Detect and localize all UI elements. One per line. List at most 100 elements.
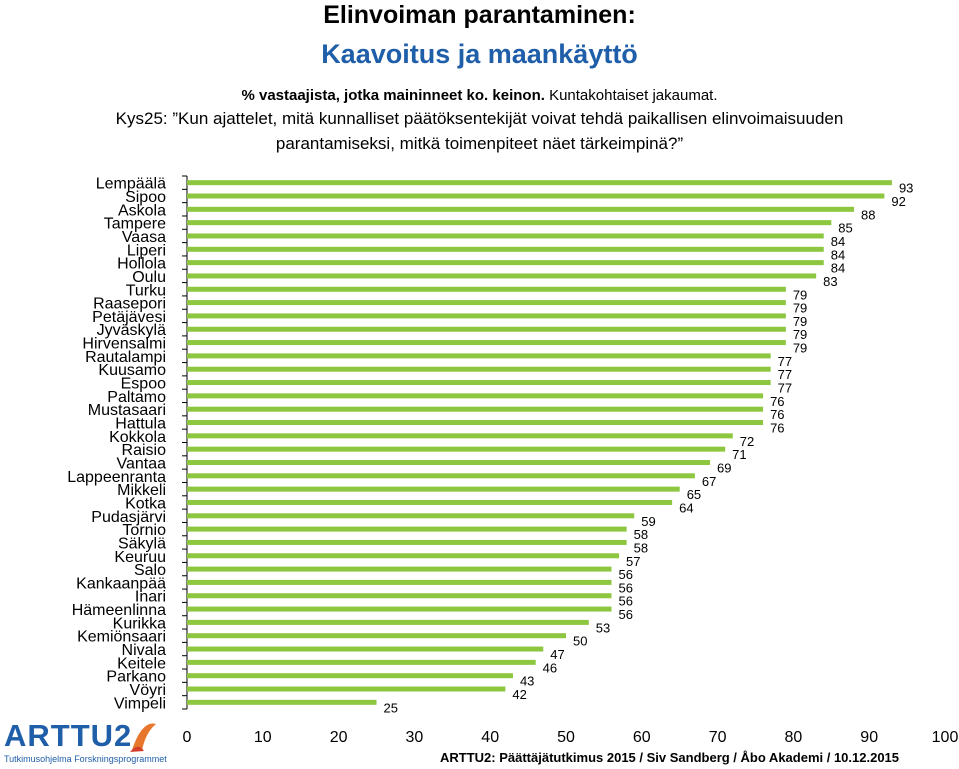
- x-tick-label: 50: [557, 729, 575, 746]
- value-label: 79: [793, 287, 807, 302]
- bar: [187, 233, 824, 239]
- category-label: Säkylä: [118, 535, 166, 552]
- category-label: Pudasjärvi: [91, 509, 166, 526]
- bar: [187, 593, 612, 599]
- bar: [187, 673, 513, 679]
- category-label: Hämeenlinna: [72, 602, 166, 619]
- value-label: 64: [679, 500, 693, 515]
- bar: [187, 420, 764, 426]
- bar: [187, 606, 612, 612]
- value-label: 88: [861, 207, 875, 222]
- x-tick-label: 10: [254, 729, 272, 746]
- value-label: 57: [626, 554, 640, 569]
- value-label: 79: [793, 327, 807, 342]
- bar: [187, 206, 855, 212]
- category-label: Oulu: [132, 269, 166, 286]
- category-label: Nivala: [122, 642, 167, 659]
- category-label: Vaasa: [122, 229, 166, 246]
- x-tick-label: 0: [183, 729, 192, 746]
- x-tick-label: 100: [932, 729, 959, 746]
- category-label: Turku: [126, 282, 166, 299]
- value-label: 47: [550, 647, 564, 662]
- value-label: 76: [770, 421, 784, 436]
- measure-note: % vastaajista, jotka maininneet ko. kein…: [0, 86, 959, 106]
- category-label: Mustasaari: [88, 402, 166, 419]
- question-line-2: parantamiseksi, mitkä toimenpiteet näet …: [275, 134, 684, 153]
- value-label: 67: [702, 474, 716, 489]
- value-label: 53: [596, 620, 610, 635]
- value-label: 83: [823, 274, 837, 289]
- value-label: 72: [740, 434, 754, 449]
- page-title: Elinvoiman parantaminen:: [323, 1, 636, 29]
- bar: [187, 246, 824, 252]
- bar: [187, 659, 536, 665]
- category-label: Sipoo: [125, 189, 166, 206]
- category-label: Raasepori: [93, 296, 166, 313]
- bar: [187, 260, 824, 266]
- value-label: 42: [512, 687, 526, 702]
- measure-note-regular: Kuntakohtaiset jakaumat.: [544, 87, 718, 104]
- category-label: Vimpeli: [114, 695, 166, 712]
- bar: [187, 193, 885, 199]
- value-label: 56: [618, 580, 632, 595]
- value-label: 56: [618, 567, 632, 582]
- value-label: 76: [770, 407, 784, 422]
- x-tick-label: 40: [481, 729, 499, 746]
- category-label: Kankaanpää: [76, 575, 166, 592]
- value-label: 84: [831, 234, 845, 249]
- category-label: Salo: [134, 562, 166, 579]
- bar: [187, 473, 695, 479]
- value-label: 56: [618, 594, 632, 609]
- bar: [187, 646, 544, 652]
- bar: [187, 459, 711, 465]
- logo-tagline: Tutkimusohjelma Forskningsprogrammet: [4, 754, 167, 764]
- category-label: Parkano: [106, 669, 166, 686]
- x-tick-label: 20: [330, 729, 348, 746]
- x-tick-label: 30: [406, 729, 424, 746]
- page-subtitle: Kaavoitus ja maankäyttö: [321, 39, 638, 69]
- value-label: 77: [778, 381, 792, 396]
- value-label: 77: [778, 354, 792, 369]
- bar: [187, 619, 589, 625]
- footer-credit: ARTTU2: Päättäjätutkimus 2015 / Siv Sand…: [440, 750, 900, 765]
- category-label: Lempäälä: [96, 176, 166, 193]
- bar: [187, 313, 786, 319]
- category-label: Keuruu: [114, 549, 166, 566]
- bar: [187, 406, 764, 412]
- value-label: 58: [634, 527, 648, 542]
- value-label: 79: [793, 314, 807, 329]
- bar: [187, 686, 506, 692]
- category-label: Paltamo: [107, 389, 166, 406]
- value-label: 84: [831, 261, 845, 276]
- bar: [187, 353, 771, 359]
- x-tick-label: 70: [709, 729, 727, 746]
- category-label: Hirvensalmi: [82, 336, 166, 353]
- category-label: Jyväskylä: [97, 322, 166, 339]
- bar: [187, 273, 817, 279]
- bar: [187, 499, 673, 505]
- category-label: Liperi: [127, 242, 166, 259]
- bar: [187, 486, 680, 492]
- logo-sail-icon: [130, 723, 156, 752]
- category-label: Mikkeli: [117, 482, 166, 499]
- value-label: 92: [891, 194, 905, 209]
- bar: [187, 300, 786, 306]
- bar: [187, 513, 635, 519]
- value-label: 79: [793, 301, 807, 316]
- value-label: 43: [520, 674, 534, 689]
- bar: [187, 579, 612, 585]
- value-label: 71: [732, 447, 746, 462]
- bar: [187, 566, 612, 572]
- category-label: Kotka: [125, 495, 166, 512]
- category-label: Kurikka: [113, 615, 166, 632]
- category-label: Vöyri: [130, 682, 166, 699]
- bar: [187, 553, 620, 559]
- category-label: Tampere: [104, 216, 166, 233]
- bar: [187, 220, 832, 226]
- bar: [187, 340, 786, 346]
- bar: [187, 699, 377, 705]
- question-line-1: Kys25: ”Kun ajattelet, mitä kunnalliset …: [115, 109, 844, 128]
- category-label: Hattula: [115, 416, 166, 433]
- value-label: 56: [618, 607, 632, 622]
